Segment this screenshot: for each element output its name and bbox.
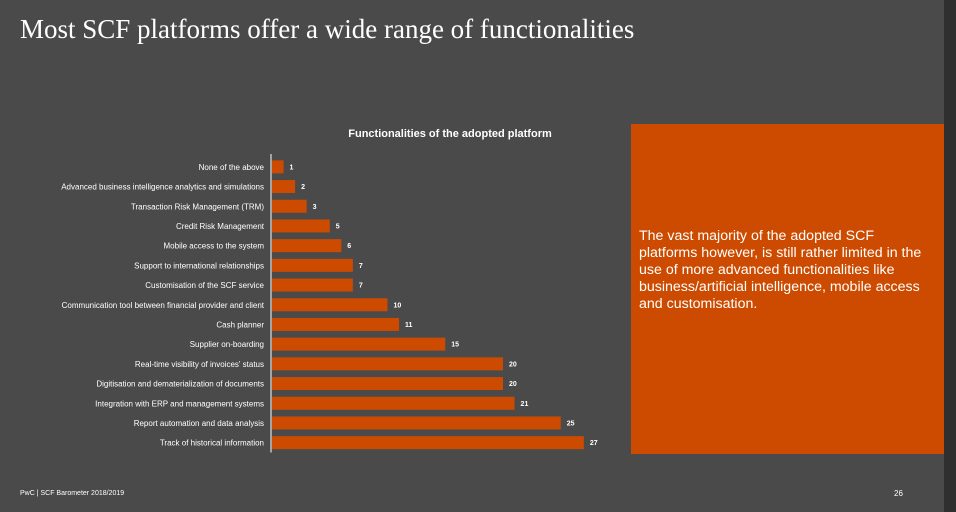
category-label: Report automation and data analysis [134,419,264,428]
bar [272,199,307,213]
bar [272,160,284,174]
category-label: Real-time visibility of invoices' status [135,360,264,369]
callout-text: The vast majority of the adopted SCF pla… [639,228,922,312]
footer-source: PwC | SCF Barometer 2018/2019 [20,490,125,497]
data-label: 11 [405,322,413,329]
bar [272,416,561,430]
category-label: Customisation of the SCF service [145,281,264,290]
bar [272,377,503,391]
bar [272,436,584,450]
bar [272,258,353,272]
slide-title: Most SCF platforms offer a wide range of… [20,14,635,44]
data-label: 2 [301,184,305,191]
category-label: Advanced business intelligence analytics… [61,183,264,192]
category-label: Mobile access to the system [164,242,265,251]
category-label: Support to international relationships [134,261,264,270]
data-label: 20 [509,361,517,368]
category-label: Track of historical information [160,439,264,448]
category-label: Supplier on-boarding [190,340,264,349]
data-label: 10 [394,302,402,309]
callout-box: The vast majority of the adopted SCF pla… [631,124,944,454]
bar [272,239,342,253]
category-label: Communication tool between financial pro… [62,301,265,310]
data-label: 21 [521,401,529,408]
data-label: 5 [336,223,340,230]
category-label: None of the above [199,163,265,172]
bar [272,180,296,194]
category-label: Transaction Risk Management (TRM) [131,202,264,211]
category-label: Integration with ERP and management syst… [95,399,264,408]
data-label: 20 [509,381,517,388]
data-label: 6 [347,243,351,250]
bar [272,219,330,233]
bar-chart: None of the above 1 Advanced business inte… [61,154,598,453]
data-label: 27 [590,440,598,447]
bar [272,337,446,351]
data-label: 15 [451,342,459,349]
bar [272,298,388,312]
data-label: 1 [290,164,294,171]
bar [272,278,353,292]
page-number: 26 [894,489,903,498]
data-label: 7 [359,263,363,270]
bar [272,317,400,331]
category-label: Cash planner [216,320,264,329]
chart-title: Functionalities of the adopted platform [348,128,552,140]
category-label: Digitisation and dematerialization of do… [96,380,264,389]
data-label: 3 [313,204,317,211]
bar [272,396,515,410]
category-label: Credit Risk Management [176,222,265,231]
data-label: 7 [359,283,363,290]
slide-edge [944,0,956,512]
bar [272,357,503,371]
data-label: 25 [567,420,575,427]
